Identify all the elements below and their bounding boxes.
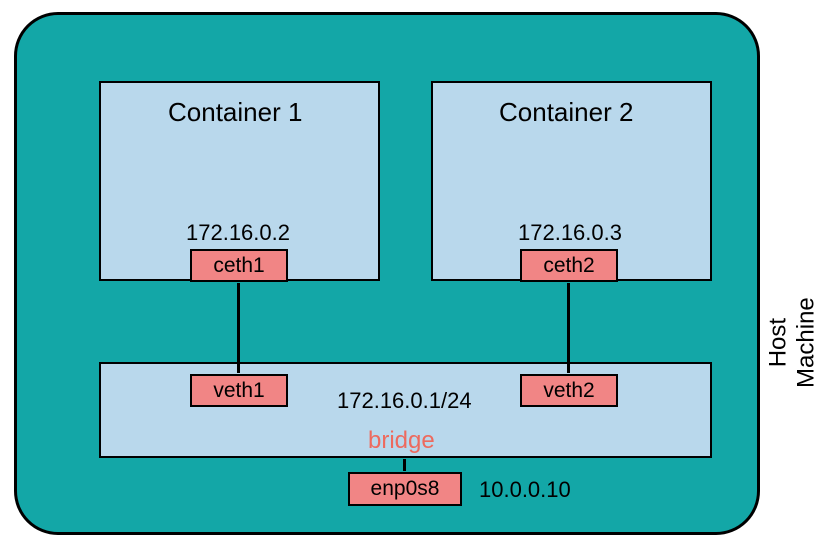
bridge-label: bridge bbox=[368, 427, 435, 455]
ceth1-port: ceth1 bbox=[190, 249, 288, 282]
container-2-ip: 172.16.0.3 bbox=[518, 220, 622, 246]
external-ip: 10.0.0.10 bbox=[479, 477, 571, 503]
ceth2-port: ceth2 bbox=[520, 249, 618, 282]
host-label-line1: Host bbox=[764, 293, 792, 393]
link-ceth1-veth1 bbox=[237, 283, 240, 373]
host-label: Host Machine bbox=[764, 293, 819, 393]
veth1-port: veth1 bbox=[190, 374, 288, 407]
container-1-title: Container 1 bbox=[168, 97, 302, 128]
veth2-label: veth2 bbox=[543, 379, 594, 403]
ceth1-label: ceth1 bbox=[213, 254, 264, 278]
container-1-ip: 172.16.0.2 bbox=[186, 220, 290, 246]
bridge-ip: 172.16.0.1/24 bbox=[337, 388, 472, 414]
link-ceth2-veth2 bbox=[567, 283, 570, 373]
container-2-title: Container 2 bbox=[499, 97, 633, 128]
enp0s8-label: enp0s8 bbox=[371, 477, 440, 501]
veth2-port: veth2 bbox=[520, 374, 618, 407]
host-label-line2: Machine bbox=[792, 293, 820, 393]
veth1-label: veth1 bbox=[213, 379, 264, 403]
link-bridge-enp0s8 bbox=[403, 459, 406, 471]
ceth2-label: ceth2 bbox=[543, 254, 594, 278]
enp0s8-port: enp0s8 bbox=[348, 472, 462, 506]
